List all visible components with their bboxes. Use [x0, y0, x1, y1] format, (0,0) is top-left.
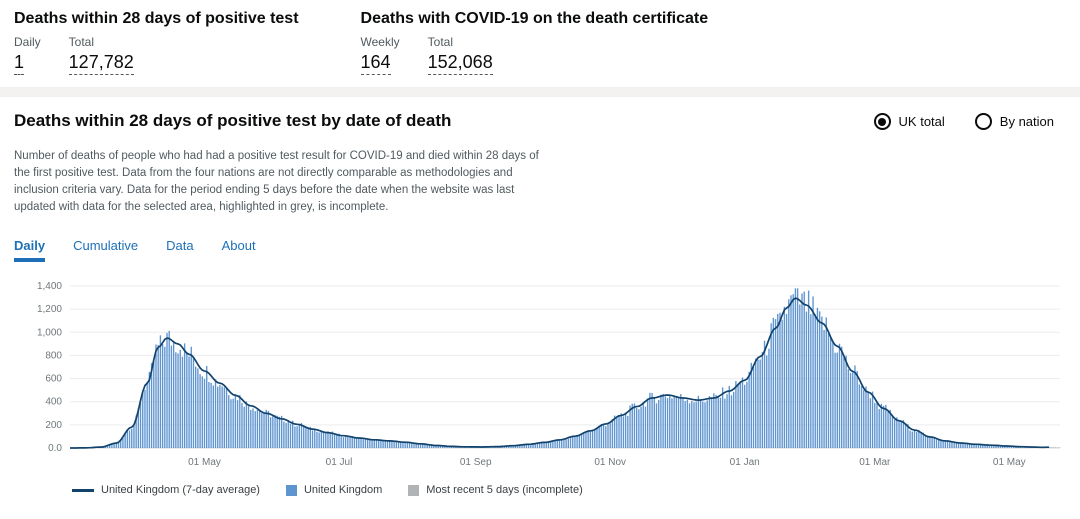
section-divider: [0, 87, 1080, 97]
svg-text:01 Nov: 01 Nov: [594, 457, 626, 468]
metric-weekly-label: Weekly: [360, 35, 400, 49]
daily-deaths-chart[interactable]: 1,400 1,200 1,000 800 600 400 200 0.0 01 May 01 J…: [14, 274, 1066, 478]
headline-stats-row: Deaths within 28 days of positive test D…: [0, 0, 1080, 87]
legend-bar-swatch: [285, 484, 297, 496]
metric-weekly-value[interactable]: 164: [360, 52, 391, 75]
legend-incomplete-label: Most recent 5 days (incomplete): [426, 484, 583, 496]
legend-item-uk-bars: United Kingdom: [285, 484, 383, 496]
svg-text:1,000: 1,000: [37, 327, 62, 338]
tab-daily[interactable]: Daily: [14, 238, 46, 262]
svg-text:0.0: 0.0: [48, 443, 62, 454]
metric-cert-total: Total 152,068: [427, 35, 493, 75]
legend-line-swatch: [72, 488, 94, 492]
headline-title-certificate: Deaths with COVID-19 on the death certif…: [360, 10, 709, 27]
legend-uk-label: United Kingdom: [303, 484, 383, 496]
chart-legend: United Kingdom (7-day average) United Ki…: [72, 484, 1066, 496]
metric-cert-total-label: Total: [427, 35, 453, 49]
coronavirus-dashboard: Deaths within 28 days of positive test D…: [0, 0, 1080, 504]
deaths-by-date-card: Deaths within 28 days of positive test b…: [0, 97, 1080, 504]
svg-text:01 Mar: 01 Mar: [859, 457, 891, 468]
metric-total-value[interactable]: 127,782: [68, 52, 134, 75]
svg-text:01 Jan: 01 Jan: [730, 457, 760, 468]
radio-selected-icon: [873, 113, 891, 130]
metric-daily-value[interactable]: 1: [14, 52, 25, 75]
svg-text:200: 200: [45, 420, 62, 431]
card-description: Number of deaths of people who had had a…: [14, 150, 539, 213]
radio-unselected-icon: [974, 113, 992, 130]
radio-uk-total[interactable]: UK total: [873, 113, 945, 130]
view-tabs: Daily Cumulative Data About: [14, 238, 1066, 262]
svg-text:600: 600: [45, 374, 62, 385]
legend-average-label: United Kingdom (7-day average): [101, 484, 260, 496]
legend-item-incomplete: Most recent 5 days (incomplete): [408, 484, 583, 496]
metric-daily-label: Daily: [14, 35, 41, 49]
legend-incomplete-swatch: [408, 484, 420, 496]
svg-text:01 Sep: 01 Sep: [460, 457, 492, 468]
metric-weekly: Weekly 164: [360, 35, 400, 75]
area-scope-radio-group: UK total By nation: [873, 113, 1066, 130]
metric-total: Total 127,782: [68, 35, 134, 75]
radio-by-nation-label: By nation: [999, 114, 1054, 129]
svg-text:01 May: 01 May: [188, 457, 221, 468]
svg-text:1,200: 1,200: [37, 304, 62, 315]
headline-block-28-days: Deaths within 28 days of positive test D…: [14, 10, 299, 75]
tab-about[interactable]: About: [221, 238, 256, 253]
metrics-group-28-days: Daily 1 Total 127,782: [14, 35, 299, 75]
legend-item-average: United Kingdom (7-day average): [72, 484, 260, 496]
tab-cumulative[interactable]: Cumulative: [73, 238, 139, 253]
headline-block-certificate: Deaths with COVID-19 on the death certif…: [360, 10, 709, 75]
radio-uk-total-label: UK total: [898, 114, 945, 129]
headline-title-28-days: Deaths within 28 days of positive test: [14, 10, 299, 27]
card-header: Deaths within 28 days of positive test b…: [14, 111, 1066, 131]
metrics-group-certificate: Weekly 164 Total 152,068: [360, 35, 709, 75]
metric-total-label: Total: [68, 35, 95, 49]
radio-by-nation[interactable]: By nation: [974, 113, 1054, 130]
chart-canvas[interactable]: 1,400 1,200 1,000 800 600 400 200 0.0 01 May 01 J…: [14, 274, 1066, 478]
svg-text:800: 800: [45, 350, 62, 361]
svg-text:01 Jul: 01 Jul: [326, 457, 353, 468]
svg-text:400: 400: [45, 397, 62, 408]
card-title: Deaths within 28 days of positive test b…: [14, 111, 452, 130]
svg-text:1,400: 1,400: [37, 281, 62, 292]
metric-cert-total-value[interactable]: 152,068: [427, 52, 493, 75]
tab-data[interactable]: Data: [166, 238, 194, 253]
metric-daily: Daily 1: [14, 35, 41, 75]
svg-text:01 May: 01 May: [993, 457, 1026, 468]
